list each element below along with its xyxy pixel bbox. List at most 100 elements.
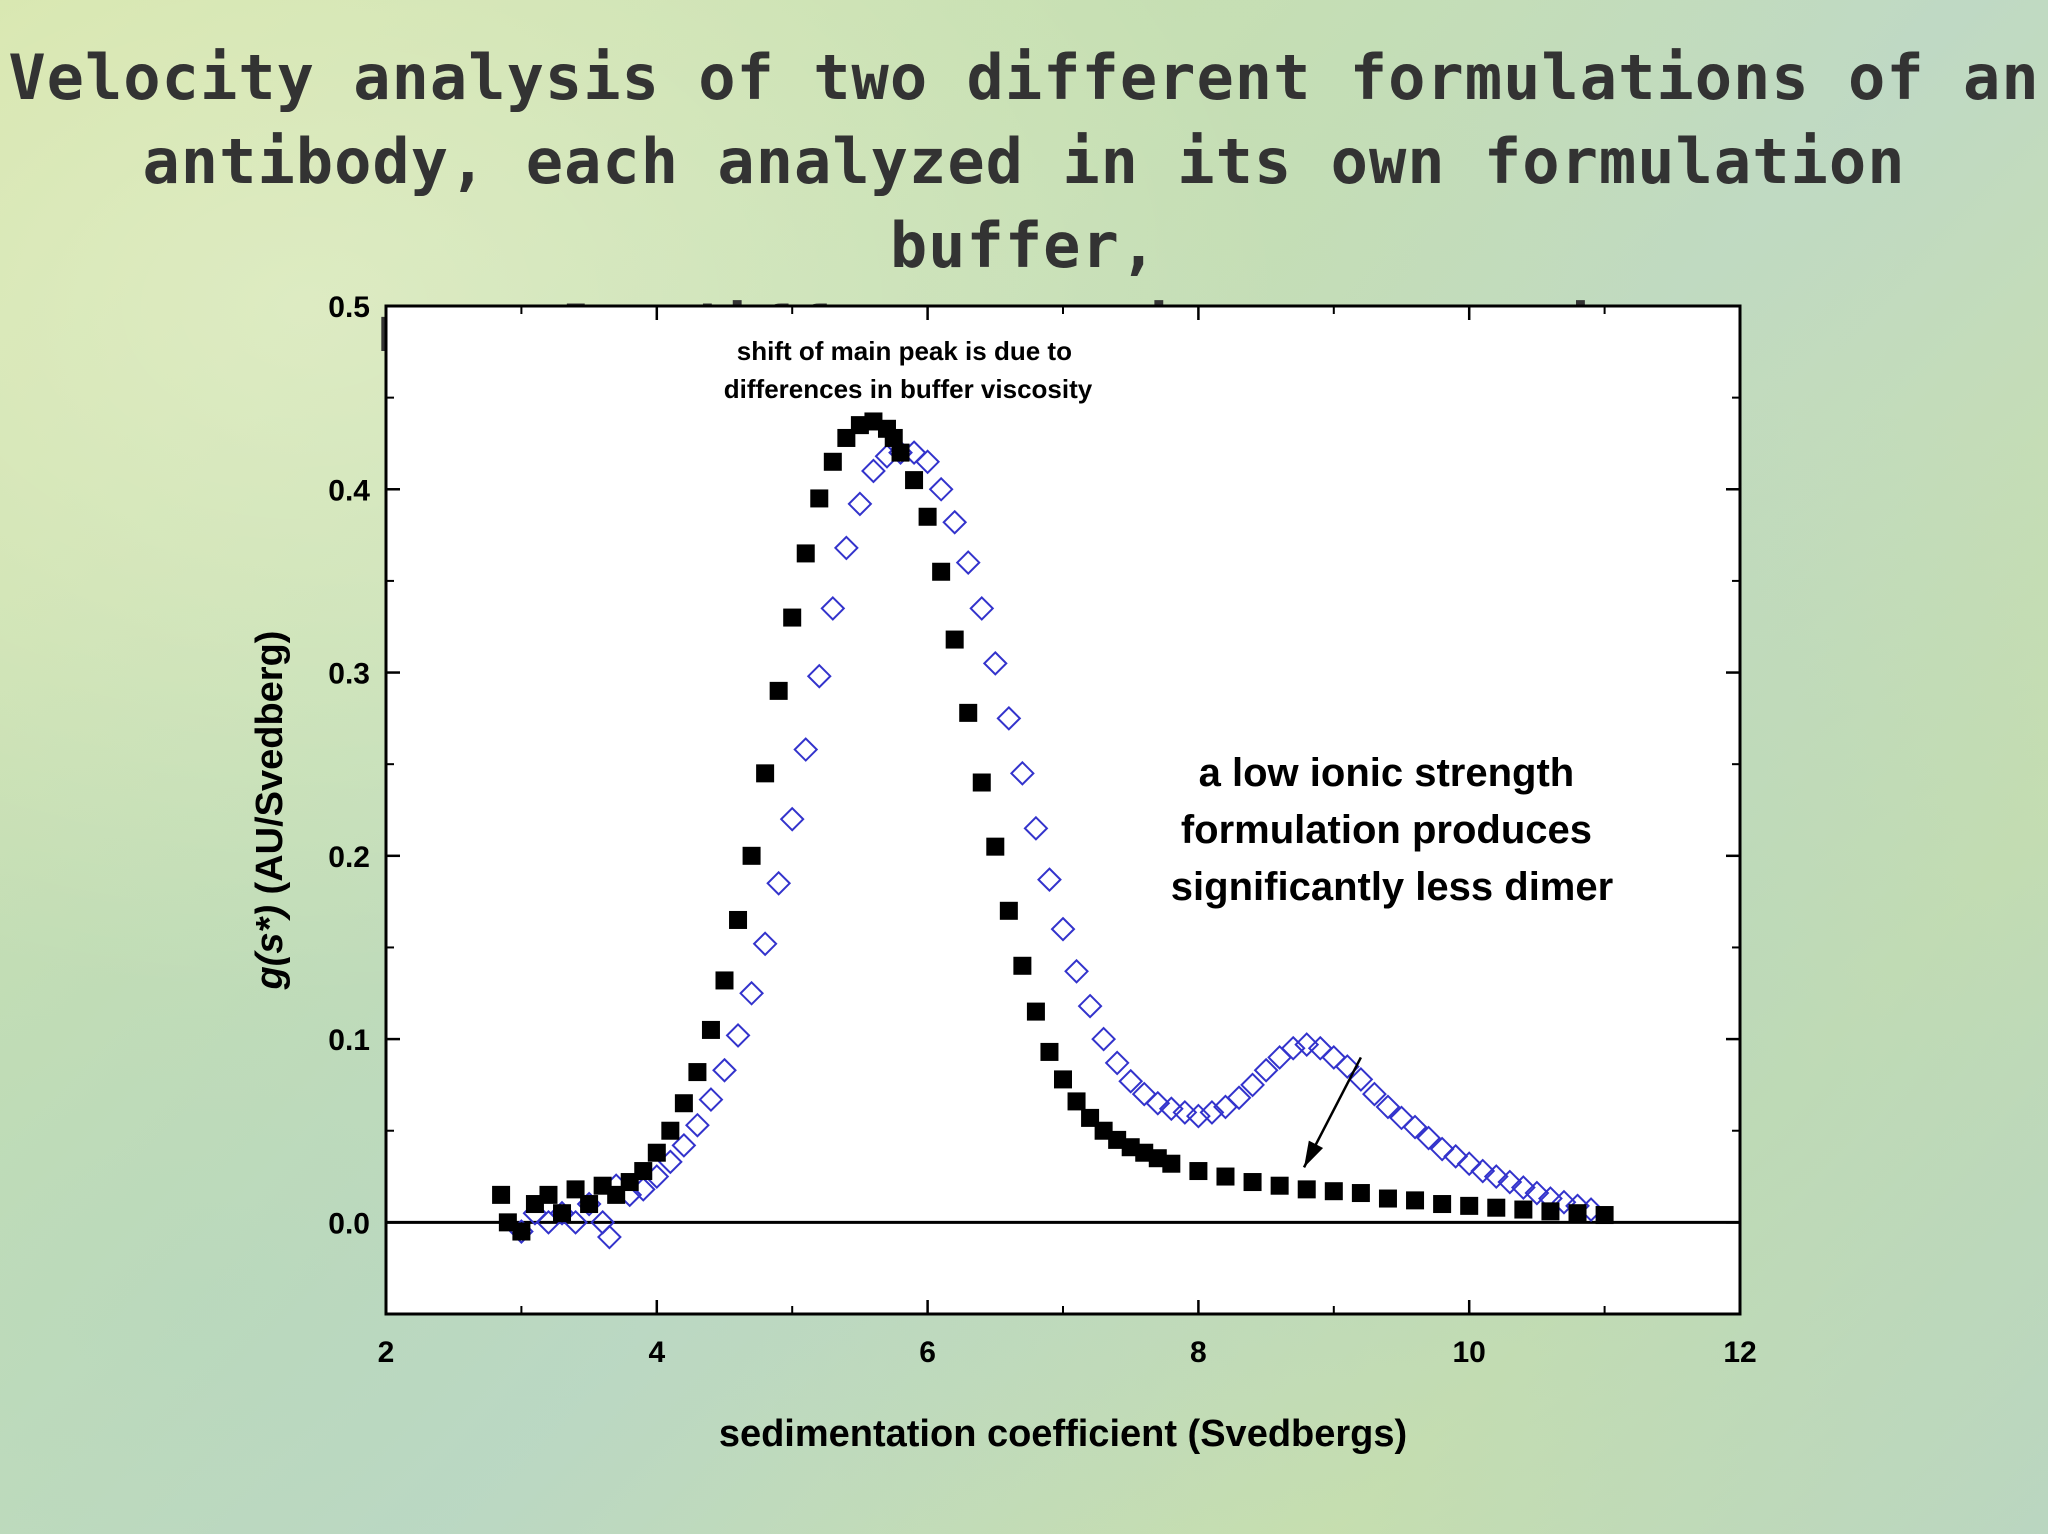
filled-square-point [756, 764, 775, 783]
filled-square-point [742, 846, 761, 865]
filled-square-point [1013, 956, 1032, 975]
y-tick-label: 0.2 [328, 841, 370, 874]
filled-square-point [850, 416, 869, 435]
filled-square-point [884, 428, 903, 447]
open-diamond-point [806, 663, 832, 689]
x-tick-label: 2 [378, 1336, 395, 1369]
filled-square-point [1189, 1162, 1208, 1181]
open-diamond-point [1172, 1099, 1198, 1125]
peak-annotation: shift of main peak is due to differences… [724, 336, 1093, 404]
open-diamond-point [1199, 1099, 1225, 1125]
filled-square-point [729, 910, 748, 929]
filled-square-point [701, 1020, 720, 1039]
open-diamond-point [1497, 1169, 1523, 1195]
title-line: Velocity analysis of two different formu… [8, 41, 2040, 114]
filled-square-point [525, 1195, 544, 1214]
open-diamond-point [1009, 760, 1035, 786]
y-tick-label: 0.5 [328, 291, 370, 324]
filled-square-point [566, 1180, 585, 1199]
filled-square-point [647, 1143, 666, 1162]
open-diamond-point [1334, 1054, 1360, 1079]
x-tick-label: 4 [648, 1336, 665, 1369]
filled-square-point [1324, 1182, 1343, 1201]
filled-square-point [593, 1176, 612, 1195]
y-tick-label: 0.3 [328, 658, 370, 691]
dimer-annotation: a low ionic strength formulation produce… [1171, 751, 1613, 909]
open-diamond-point [1240, 1072, 1265, 1098]
open-diamond-point [1158, 1096, 1184, 1122]
tick-labels: 2 4 6 8 10 12 0.0 0.1 0.2 0.3 0.4 0.5 [328, 291, 1756, 1369]
filled-square-point [580, 1195, 599, 1214]
open-diamond-point [596, 1224, 622, 1250]
x-tick-label: 12 [1723, 1336, 1756, 1369]
filled-square-point [796, 544, 815, 563]
filled-square-point [674, 1094, 693, 1113]
open-diamond-point [1524, 1180, 1550, 1206]
open-diamond-point [1416, 1125, 1441, 1151]
filled-square-point [972, 773, 991, 792]
series-filled-square [492, 412, 1614, 1241]
open-diamond-point [847, 491, 873, 517]
open-diamond-point [928, 476, 954, 502]
open-diamond-point [1443, 1143, 1469, 1169]
open-diamond-point [1321, 1045, 1347, 1070]
filled-square-point [715, 971, 734, 990]
open-diamond-point [1253, 1057, 1279, 1083]
x-axis-label: sedimentation coefficient (Svedbergs) [719, 1413, 1407, 1455]
filled-square-point [1054, 1070, 1072, 1089]
filled-square-point [1487, 1198, 1506, 1217]
filled-square-point [1162, 1154, 1181, 1173]
filled-square-point [620, 1173, 639, 1192]
filled-square-point [769, 681, 788, 700]
open-diamond-point [685, 1112, 710, 1138]
open-diamond-point [833, 535, 859, 561]
open-diamond-point [1470, 1158, 1496, 1184]
open-diamond-point [820, 595, 846, 621]
dimer-annotation-line: significantly less dimer [1171, 865, 1613, 909]
open-diamond-point [1185, 1103, 1211, 1129]
open-diamond-point [1294, 1032, 1320, 1058]
filled-square-point [986, 837, 1005, 856]
open-diamond-point [955, 550, 981, 575]
filled-square-point [945, 630, 964, 649]
x-tick-label: 6 [919, 1336, 936, 1369]
open-diamond-point [1023, 815, 1049, 841]
open-diamond-point [779, 806, 805, 832]
y-axis-label: g(s*) (AU/Svedberg) [249, 631, 291, 991]
open-diamond-point [671, 1132, 697, 1158]
filled-square-point [1595, 1206, 1614, 1225]
filled-square-point [607, 1185, 626, 1204]
filled-square-point [492, 1185, 511, 1204]
open-diamond-point [1429, 1136, 1455, 1162]
filled-square-point [1094, 1121, 1113, 1140]
open-diamond-point [942, 509, 968, 535]
filled-square-point [1460, 1196, 1479, 1215]
y-tick-label: 0.1 [328, 1024, 370, 1057]
filled-square-point [1148, 1149, 1167, 1168]
filled-square-point [1121, 1138, 1140, 1157]
open-diamond-point [1402, 1114, 1428, 1140]
filled-square-point [1270, 1176, 1289, 1195]
open-diamond-point [1551, 1189, 1577, 1215]
open-diamond-point [1510, 1175, 1536, 1200]
open-diamond-point [1131, 1081, 1157, 1107]
peak-annotation-line: shift of main peak is due to [737, 336, 1072, 366]
open-diamond-point [1362, 1081, 1387, 1107]
filled-square-point [1568, 1204, 1587, 1223]
filled-square-point [959, 703, 978, 722]
open-diamond-point [996, 705, 1022, 731]
filled-square-point [498, 1213, 517, 1232]
filled-square-point [688, 1063, 707, 1082]
open-diamond-point [915, 449, 941, 475]
filled-square-point [1433, 1195, 1452, 1214]
peak-annotation-line: differences in buffer viscosity [724, 374, 1093, 404]
filled-square-point [1351, 1184, 1370, 1203]
open-diamond-point [861, 458, 886, 484]
filled-square-point [1406, 1191, 1425, 1210]
open-diamond-point [1307, 1035, 1333, 1061]
dimer-annotation-line: a low ionic strength [1199, 751, 1575, 795]
y-axis-label-symbol: g(s*) [249, 905, 291, 990]
open-diamond-point [739, 980, 764, 1006]
filled-square-point [1135, 1143, 1154, 1162]
filled-square-point [1216, 1167, 1235, 1186]
